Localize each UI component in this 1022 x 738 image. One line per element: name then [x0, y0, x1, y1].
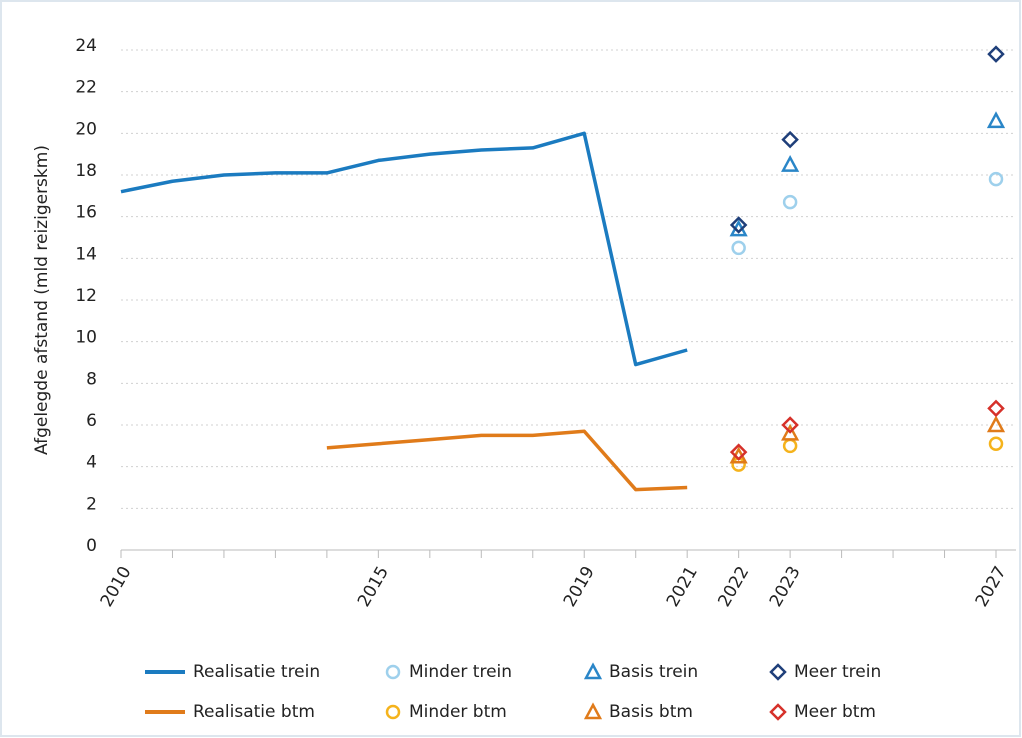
- legend-label: Realisatie trein: [193, 662, 320, 682]
- point: [781, 130, 799, 149]
- point: [986, 415, 1006, 433]
- y-tick-label: 4: [86, 453, 97, 473]
- point: [729, 443, 748, 461]
- legend-label: Realisatie btm: [193, 702, 315, 722]
- point: [782, 194, 798, 210]
- y-tick-label: 2: [86, 494, 97, 514]
- point: [731, 240, 746, 256]
- point: [987, 399, 1005, 418]
- legend-item: Basis btm: [583, 702, 693, 722]
- legend-item: Realisatie btm: [145, 702, 315, 722]
- legend-item: Meer trein: [769, 662, 881, 682]
- point: [781, 423, 800, 441]
- legend-label: Minder btm: [409, 702, 507, 722]
- legend-swatch: [583, 702, 603, 720]
- y-tick-label: 10: [75, 328, 97, 348]
- legend-swatch: [385, 704, 401, 720]
- y-tick-label: 22: [75, 78, 97, 98]
- y-tick-label: 16: [75, 203, 97, 223]
- y-tick-label: 18: [75, 161, 97, 181]
- legend-item: Basis trein: [583, 662, 698, 682]
- legend-item: Minder trein: [385, 662, 512, 682]
- point: [729, 216, 748, 234]
- point: [781, 154, 800, 172]
- y-tick-label: 20: [75, 119, 97, 139]
- legend-swatch: [769, 703, 787, 721]
- legend-label: Meer btm: [794, 702, 876, 722]
- line: [326, 429, 688, 492]
- line: [120, 131, 688, 367]
- point: [986, 111, 1006, 129]
- legend-item: Meer btm: [769, 702, 876, 722]
- legend-swatch: [769, 663, 787, 681]
- legend-item: Realisatie trein: [145, 662, 320, 682]
- y-tick-label: 8: [86, 369, 97, 389]
- point: [987, 45, 1005, 63]
- legend-label: Basis btm: [609, 702, 693, 722]
- legend-item: Minder btm: [385, 702, 507, 722]
- y-tick-label: 12: [75, 286, 97, 306]
- point: [781, 416, 799, 434]
- y-tick-label: 6: [86, 411, 97, 431]
- point: [988, 436, 1004, 451]
- y-tick-label: 14: [75, 244, 97, 264]
- legend-label: Basis trein: [609, 662, 698, 682]
- y-tick-label: 0: [86, 536, 97, 556]
- legend-label: Meer trein: [794, 662, 881, 682]
- legend-swatch: [385, 664, 401, 680]
- legend-swatch: [583, 662, 603, 680]
- y-axis-label: Afgelegde afstand (mld reizigerskm): [32, 145, 52, 455]
- point: [988, 171, 1004, 187]
- y-tick-label: 24: [75, 36, 97, 56]
- legend-label: Minder trein: [409, 662, 512, 682]
